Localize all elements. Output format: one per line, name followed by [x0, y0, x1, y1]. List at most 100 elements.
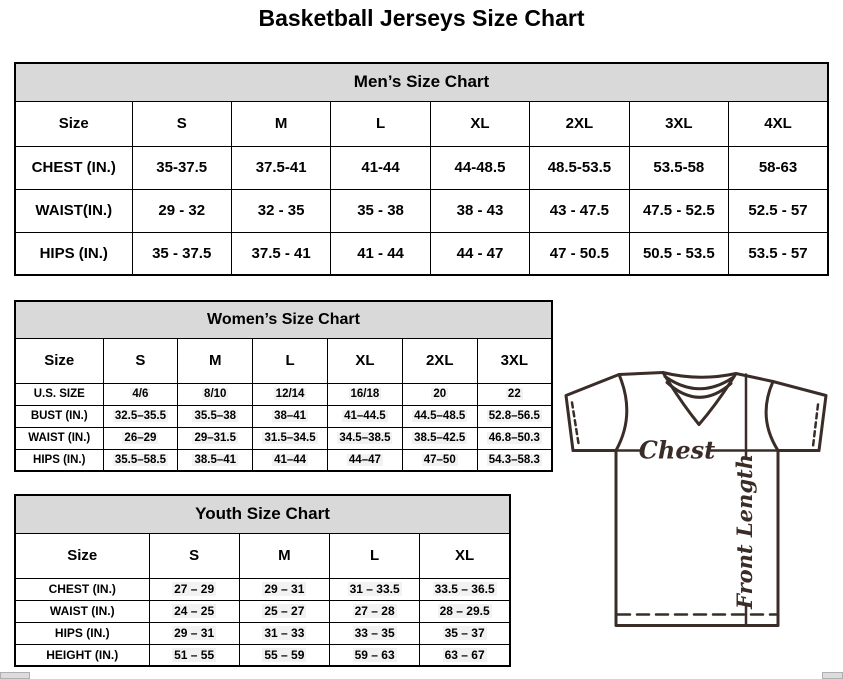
youth-chart-title: Youth Size Chart [14, 494, 511, 534]
size-cell: 32 - 35 [230, 188, 332, 233]
column-header: S [131, 100, 232, 147]
right-armhole-seam [764, 380, 780, 452]
size-cell: 37.5-41 [230, 145, 332, 190]
size-value: 44–47 [346, 453, 383, 466]
size-value: 53.5 - 57 [748, 244, 808, 262]
size-value: 59 – 63 [352, 647, 397, 662]
page-title: Basketball Jerseys Size Chart [258, 5, 585, 31]
size-cell: 28 – 29.5 [419, 599, 511, 623]
row-label: HEIGHT (IN.) [14, 643, 150, 667]
size-value: 37.5-41 [255, 159, 307, 176]
column-header: S [102, 337, 179, 384]
size-value: 35-37.5 [156, 159, 208, 176]
size-cell: 53.5 - 57 [728, 231, 829, 276]
size-value: 37.5 - 41 [251, 244, 311, 262]
size-cell: 31 – 33.5 [328, 577, 421, 601]
column-header: XL [326, 337, 403, 384]
size-cell: 24 – 25 [148, 599, 240, 623]
size-cell: 31.5–34.5 [252, 426, 328, 450]
row-label: CHEST (IN.) [14, 577, 150, 601]
size-cell: 41–44 [252, 448, 328, 472]
size-value: 20 [431, 388, 449, 400]
size-value: 46.8–50.3 [486, 432, 542, 444]
size-cell: 26–29 [102, 426, 179, 450]
size-cell: 33.5 – 36.5 [419, 577, 511, 601]
size-value: 16/18 [348, 388, 382, 400]
size-value: 35.5–38 [192, 410, 239, 422]
youth-column-header-row: Size S M L XL [14, 532, 511, 579]
column-header: M [177, 337, 254, 384]
scrollbar-left-button[interactable] [0, 672, 30, 679]
size-value: 43 - 47.5 [549, 202, 609, 219]
size-value: 48.5-53.5 [547, 159, 612, 176]
size-cell: 29 – 31 [148, 621, 240, 645]
size-cell: 44–47 [326, 448, 403, 472]
size-cell: 35 - 38 [330, 188, 431, 233]
size-cell: 52.8–56.5 [476, 404, 553, 428]
size-cell: 34.5–38.5 [326, 426, 403, 450]
table-row: WAIST(IN.) 29 - 32 32 - 35 35 - 38 38 - 43 43… [14, 188, 829, 233]
size-cell: 35 - 37.5 [131, 231, 232, 276]
women-chart-title: Women’s Size Chart [14, 300, 553, 339]
column-header: L [328, 532, 421, 579]
size-cell: 22 [476, 382, 553, 406]
size-cell: 52.5 - 57 [728, 188, 829, 233]
table-row: WAIST (IN.) 26–29 29–31.5 31.5–34.5 34.5–38.… [14, 426, 553, 450]
women-column-header-row: Size S M L XL 2XL 3XL [14, 337, 553, 384]
size-cell: 27 – 29 [148, 577, 240, 601]
table-row: U.S. SIZE 4/6 8/10 12/14 16/18 20 22 [14, 382, 553, 406]
size-value: 35 – 37 [442, 626, 487, 640]
size-cell: 20 [401, 382, 478, 406]
size-value: 31 – 33 [262, 626, 307, 640]
size-value: 25 – 27 [262, 604, 307, 618]
size-cell: 47 - 50.5 [529, 231, 630, 276]
table-row: HIPS (IN.) 35.5–58.5 38.5–41 41–44 44–47 47–5… [14, 448, 553, 472]
size-cell: 25 – 27 [238, 599, 331, 623]
size-cell: 33 – 35 [328, 621, 421, 645]
men-chart-title: Men’s Size Chart [14, 62, 829, 102]
row-label: HIPS (IN.) [14, 621, 150, 645]
size-value: 38 - 43 [456, 202, 504, 219]
size-cell: 38–41 [252, 404, 328, 428]
table-row: HIPS (IN.) 29 – 31 31 – 33 33 – 35 35 – 37 [14, 621, 511, 645]
size-cell: 38.5–42.5 [401, 426, 478, 450]
column-header: L [252, 337, 328, 384]
left-cuff-dashed-line [570, 401, 581, 448]
row-label: HIPS (IN.) [14, 448, 104, 472]
size-value: 27 – 29 [172, 582, 217, 596]
jersey-outline [564, 371, 828, 627]
size-cell: 38 - 43 [429, 188, 531, 233]
size-cell: 44-48.5 [429, 145, 531, 190]
size-cell: 12/14 [252, 382, 328, 406]
youth-size-chart-table: Youth Size Chart Size S M L XL CHEST (IN.) 27 –… [14, 494, 511, 667]
size-value: 41-44 [361, 159, 400, 176]
size-value: 53.5-58 [653, 159, 705, 176]
size-cell: 35.5–38 [177, 404, 254, 428]
scrollbar-right-button[interactable] [822, 672, 843, 679]
size-cell: 46.8–50.3 [476, 426, 553, 450]
size-value: 41–44.5 [342, 410, 388, 422]
column-header: 4XL [728, 100, 829, 147]
size-value: 44-48.5 [454, 159, 506, 176]
size-value: 38.5–41 [192, 453, 239, 466]
size-cell: 35 – 37 [419, 621, 511, 645]
column-header: S [148, 532, 240, 579]
mens-size-chart-table: Men’s Size Chart Size S M L XL 2XL 3XL 4XL CHEST … [14, 62, 829, 276]
column-header: L [330, 100, 431, 147]
table-row: CHEST (IN.) 35-37.5 37.5-41 41-44 44-48.5 48.… [14, 145, 829, 190]
row-label: HIPS (IN.) [14, 231, 133, 276]
row-label: CHEST (IN.) [14, 145, 133, 190]
column-header: 3XL [476, 337, 553, 384]
size-value: 22 [505, 388, 523, 400]
size-header-cell: Size [14, 532, 150, 579]
size-value: 52.5 - 57 [748, 202, 808, 219]
size-value: 38–41 [272, 410, 309, 422]
column-header: 2XL [401, 337, 478, 384]
column-header: 3XL [628, 100, 730, 147]
men-column-header-row: Size S M L XL 2XL 3XL 4XL [14, 100, 829, 147]
size-value: 31.5–34.5 [262, 432, 318, 444]
size-value: 31 – 33.5 [347, 582, 402, 596]
size-cell: 29 - 32 [131, 188, 232, 233]
size-cell: 44.5–48.5 [401, 404, 478, 428]
size-cell: 47–50 [401, 448, 478, 472]
